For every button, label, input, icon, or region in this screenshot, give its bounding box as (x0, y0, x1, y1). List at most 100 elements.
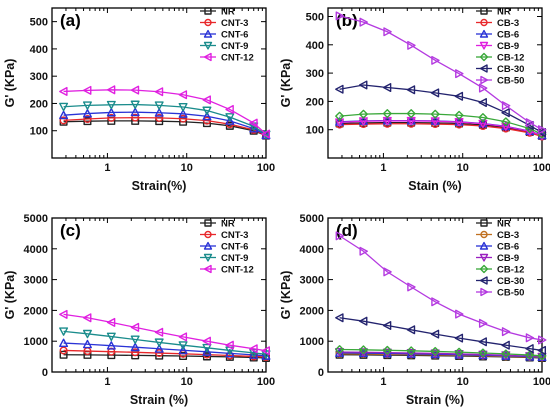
data-point (430, 329, 440, 339)
legend-entry: CB-3 (497, 18, 519, 29)
legend-marker (480, 7, 488, 15)
series-cnt-9 (59, 100, 271, 140)
y-tick-label: 1000 (24, 336, 48, 348)
y-tick-label: 100 (30, 126, 48, 138)
data-point (501, 117, 511, 127)
data-point (478, 318, 488, 328)
legend-entry: CNT-9 (221, 41, 248, 52)
data-point (335, 231, 345, 241)
data-point (178, 90, 188, 100)
data-point (478, 113, 488, 123)
data-point (525, 344, 534, 354)
series-line (339, 120, 543, 137)
legend-marker (203, 253, 213, 262)
legend-marker (203, 241, 213, 250)
series-line (63, 354, 267, 359)
series-line (63, 103, 267, 136)
legend-entry: NR (221, 219, 235, 230)
y-tick-label: 500 (30, 17, 48, 29)
series-line (339, 235, 543, 341)
plot-frame (327, 217, 543, 373)
y-tick-label: 300 (30, 71, 48, 83)
data-point (154, 101, 164, 110)
data-point (83, 117, 92, 126)
panel-label: (d) (336, 221, 358, 240)
data-point (358, 80, 368, 90)
data-point (130, 107, 140, 117)
data-point (358, 345, 368, 355)
data-point (131, 113, 140, 122)
data-point (358, 316, 368, 326)
data-point (454, 110, 464, 120)
legend-marker (479, 253, 489, 262)
legend-marker (204, 230, 212, 239)
legend-entry: CNT-9 (221, 253, 248, 264)
series-line (63, 330, 267, 355)
data-point (455, 309, 464, 319)
y-tick-label: 200 (306, 96, 324, 108)
series-line (63, 89, 267, 135)
data-point (358, 109, 368, 119)
y-tick-label: 100 (306, 125, 324, 137)
data-point (382, 320, 392, 330)
data-point (431, 55, 440, 65)
y-tick-label: 5000 (24, 213, 48, 225)
data-point (454, 347, 464, 357)
legend-entry: CNT-6 (221, 242, 248, 253)
data-point (406, 85, 416, 95)
legend-entry: CB-3 (497, 230, 519, 241)
data-point (525, 350, 535, 360)
data-point (537, 345, 546, 355)
data-point (154, 108, 164, 117)
legend-marker (480, 18, 488, 27)
data-point (154, 327, 164, 337)
data-point (225, 121, 234, 130)
plot-frame (51, 217, 267, 373)
x-tick-label: 100 (257, 376, 275, 388)
x-tick-label: 1 (104, 162, 110, 174)
x-tick-label: 1 (104, 376, 110, 388)
data-point (225, 340, 234, 350)
data-point (130, 322, 140, 332)
data-point (106, 107, 116, 117)
data-point (202, 336, 211, 346)
data-point (82, 329, 92, 339)
legend-entry: CB-30 (497, 276, 524, 287)
data-point (430, 346, 440, 356)
series-line (339, 351, 543, 358)
data-point (335, 84, 344, 94)
y-tick-label: 2000 (300, 305, 324, 317)
data-point (383, 267, 392, 277)
data-point (478, 98, 487, 108)
legend-entry: CNT-3 (221, 230, 248, 241)
legend-marker (479, 241, 489, 250)
plot-frame (327, 7, 543, 159)
data-point (525, 118, 535, 128)
data-point (179, 351, 188, 360)
data-point (130, 335, 140, 345)
y-tick-label: 400 (306, 40, 324, 52)
data-point (154, 338, 164, 347)
series-cnt-12 (59, 85, 270, 139)
data-point (130, 85, 140, 95)
series-line (339, 317, 543, 352)
series-line (339, 121, 543, 137)
y-axis-label: G' (KPa) (279, 271, 293, 320)
legend-entry: NR (497, 7, 511, 18)
legend-entry: CB-50 (497, 76, 524, 87)
x-axis-label: Strain (%) (406, 393, 464, 407)
data-point (106, 341, 116, 350)
data-point (249, 118, 258, 128)
series-line (339, 112, 543, 135)
data-point (107, 113, 116, 122)
series-cb-9 (335, 116, 547, 141)
legend-marker (203, 52, 212, 62)
y-axis-label: G' (KPa) (3, 59, 17, 108)
y-tick-label: 5000 (300, 213, 324, 225)
data-point (59, 110, 69, 120)
legend-marker (479, 41, 489, 50)
